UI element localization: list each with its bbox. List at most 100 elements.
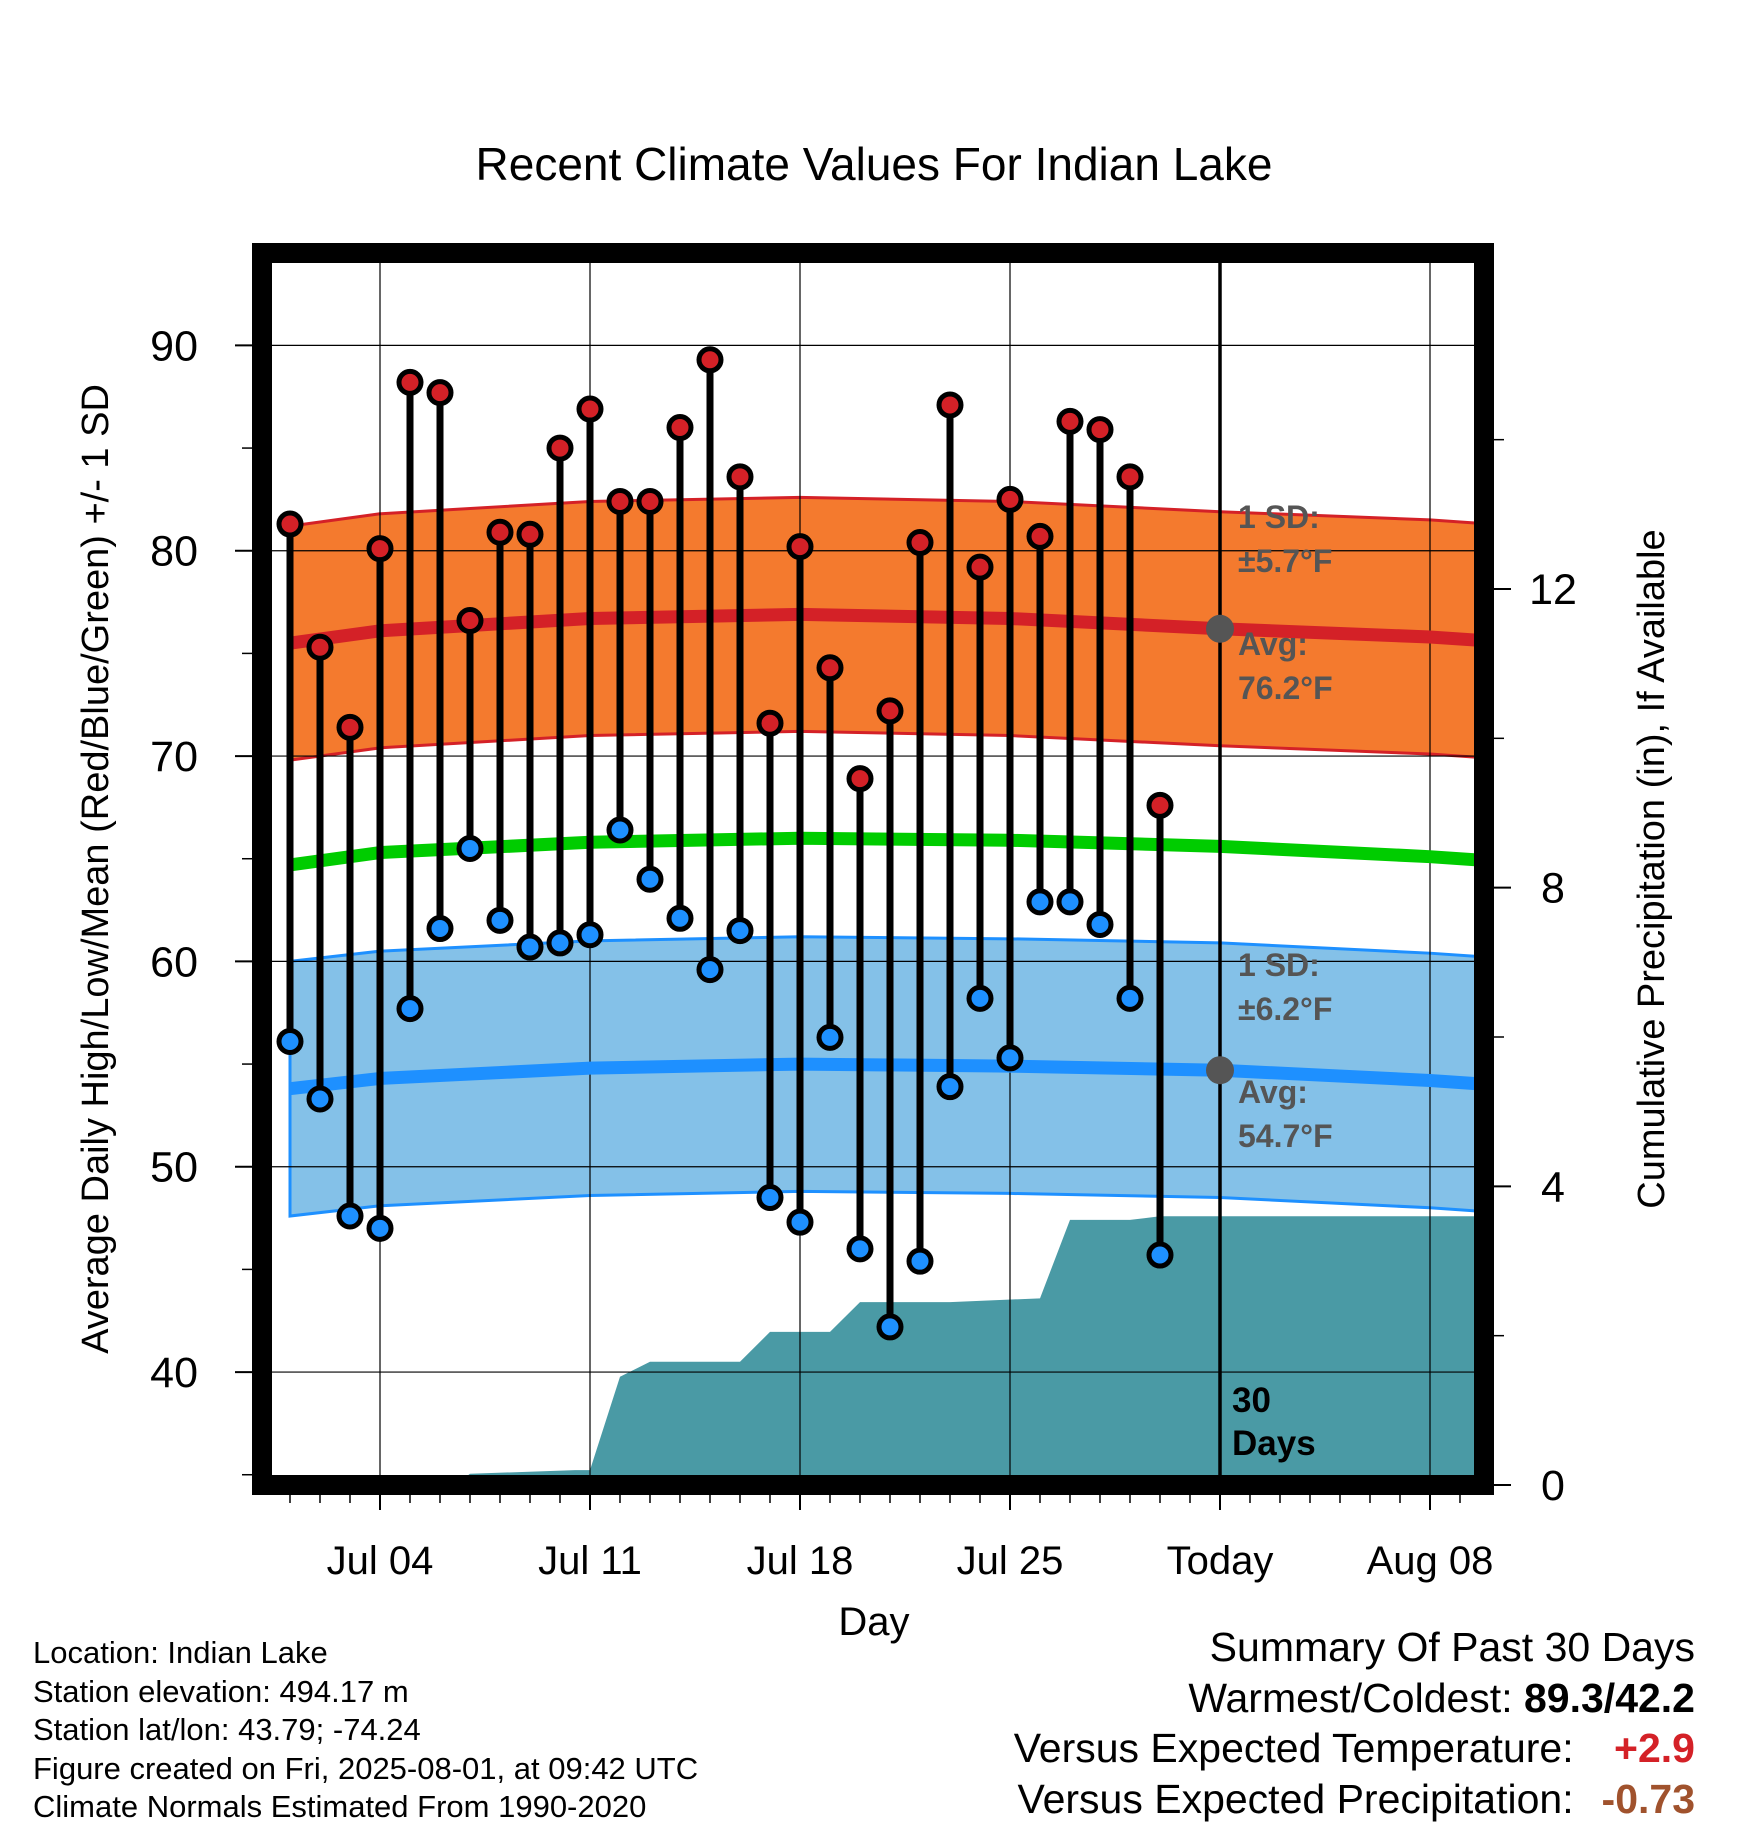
x-tick-label: Jul 11 — [538, 1539, 642, 1583]
summary-heading: Summary Of Past 30 Days — [1209, 1624, 1695, 1670]
high-point — [276, 510, 304, 538]
low-point — [1056, 888, 1084, 916]
high-point — [606, 487, 634, 515]
summary-warm-cold: Warmest/Coldest: 89.3/42.2 — [1014, 1673, 1695, 1724]
x-tick-label: Today — [1167, 1539, 1274, 1583]
x-tick-label: Aug 08 — [1367, 1539, 1494, 1583]
x-tick-label: Jul 04 — [327, 1539, 434, 1583]
high-point — [1086, 416, 1114, 444]
low-point — [876, 1313, 904, 1341]
high-point — [786, 533, 814, 561]
low-point — [756, 1184, 784, 1212]
days-count: 30 — [1232, 1381, 1271, 1420]
high-point — [426, 379, 454, 407]
summary-temp: Versus Expected Temperature: +2.9 — [1014, 1723, 1695, 1774]
plot-frame — [252, 243, 1494, 1495]
chart-title: Recent Climate Values For Indian Lake — [476, 138, 1273, 190]
high-point — [936, 391, 964, 419]
summary-precip: Versus Expected Precipitation: -0.73 — [1014, 1774, 1696, 1825]
low-point — [846, 1235, 874, 1263]
low-point — [636, 865, 664, 893]
high-point — [576, 395, 604, 423]
info-location: Location: Indian Lake — [33, 1635, 328, 1670]
high-point — [696, 346, 724, 374]
high-point — [966, 553, 994, 581]
low-point — [1116, 984, 1144, 1012]
high-point — [1056, 407, 1084, 435]
temp-label: Versus Expected Temperature: — [1013, 1725, 1574, 1771]
station-info: Location: Indian Lake Station elevation:… — [33, 1634, 698, 1827]
high-point — [516, 520, 544, 548]
summary-panel: Summary Of Past 30 Days Warmest/Coldest:… — [1014, 1622, 1695, 1824]
low-sd-label: 1 SD: — [1238, 947, 1320, 983]
low-point — [426, 915, 454, 943]
warm-cold-value: 89.3/42.2 — [1524, 1674, 1695, 1721]
y2-axis-title: Cumulative Precipitation (in), If Availa… — [1631, 529, 1673, 1208]
y-axis-title: Average Daily High/Low/Mean (Red/Blue/Gr… — [75, 384, 117, 1354]
low-point — [606, 816, 634, 844]
low-point — [666, 904, 694, 932]
high-point — [366, 535, 394, 563]
low-point — [516, 933, 544, 961]
y-tick-label: 90 — [150, 322, 198, 370]
high-point — [816, 654, 844, 682]
info-created: Figure created on Fri, 2025-08-01, at 09… — [33, 1750, 699, 1786]
high-avg-line — [289, 607, 1484, 650]
high-point — [336, 713, 364, 741]
low-sd-value: ±6.2°F — [1238, 991, 1332, 1027]
low-point — [276, 1027, 304, 1055]
high-point — [906, 529, 934, 557]
x-tick-label: Jul 25 — [957, 1539, 1064, 1583]
high-sd-label: 1 SD: — [1238, 499, 1320, 535]
y-tick-label: 40 — [150, 1349, 198, 1397]
high-point — [846, 765, 874, 793]
low-point — [726, 917, 754, 945]
low-point — [576, 921, 604, 949]
low-point — [546, 929, 574, 957]
x-tick-label: Jul 18 — [747, 1539, 854, 1583]
low-point — [906, 1247, 934, 1275]
high-sd-value: ±5.7°F — [1238, 543, 1332, 579]
info-elevation: Station elevation: 494.17 m — [33, 1673, 409, 1709]
low-point — [456, 834, 484, 862]
high-point — [486, 518, 514, 546]
y2-tick-label: 4 — [1541, 1163, 1565, 1211]
low-point — [966, 984, 994, 1012]
precip-value: -0.73 — [1601, 1775, 1695, 1822]
high-point — [636, 487, 664, 515]
low-avg-value: 54.7°F — [1238, 1118, 1333, 1154]
low-avg-label: Avg: — [1238, 1074, 1308, 1110]
info-normals: Climate Normals Estimated From 1990-2020 — [33, 1789, 647, 1824]
high-point — [306, 633, 334, 661]
low-point — [816, 1023, 844, 1051]
days-label: Days — [1232, 1424, 1316, 1463]
precip-area — [290, 1216, 1484, 1485]
y-tick-label: 60 — [150, 938, 198, 986]
today-low-avg-marker — [1206, 1056, 1234, 1085]
y-tick-label: 70 — [150, 733, 198, 781]
y2-tick-label: 8 — [1541, 865, 1565, 913]
y-tick-label: 50 — [150, 1144, 198, 1192]
low-point — [396, 995, 424, 1023]
y2-tick-label: 12 — [1529, 566, 1577, 614]
warm-cold-label: Warmest/Coldest: — [1188, 1674, 1513, 1721]
plot-area: 1 SD: ±5.7°F Avg: 76.2°F 1 SD: ±6.2°F Avg: 54.7… — [262, 253, 1484, 1485]
low-point — [366, 1214, 394, 1242]
y2-tick-label: 0 — [1541, 1462, 1565, 1510]
high-point — [396, 368, 424, 396]
low-point — [936, 1073, 964, 1101]
low-point — [696, 956, 724, 984]
high-point — [456, 607, 484, 635]
high-point — [546, 434, 574, 462]
high-point — [1026, 522, 1054, 550]
x-axis-title: Day — [838, 1600, 909, 1644]
low-avg-line — [289, 1057, 1484, 1096]
high-avg-label: Avg: — [1238, 626, 1308, 662]
high-point — [996, 485, 1024, 513]
low-point — [306, 1085, 334, 1113]
high-point — [1146, 791, 1174, 819]
low-point — [486, 906, 514, 934]
temp-value: +2.9 — [1614, 1725, 1695, 1771]
high-avg-value: 76.2°F — [1238, 670, 1333, 706]
